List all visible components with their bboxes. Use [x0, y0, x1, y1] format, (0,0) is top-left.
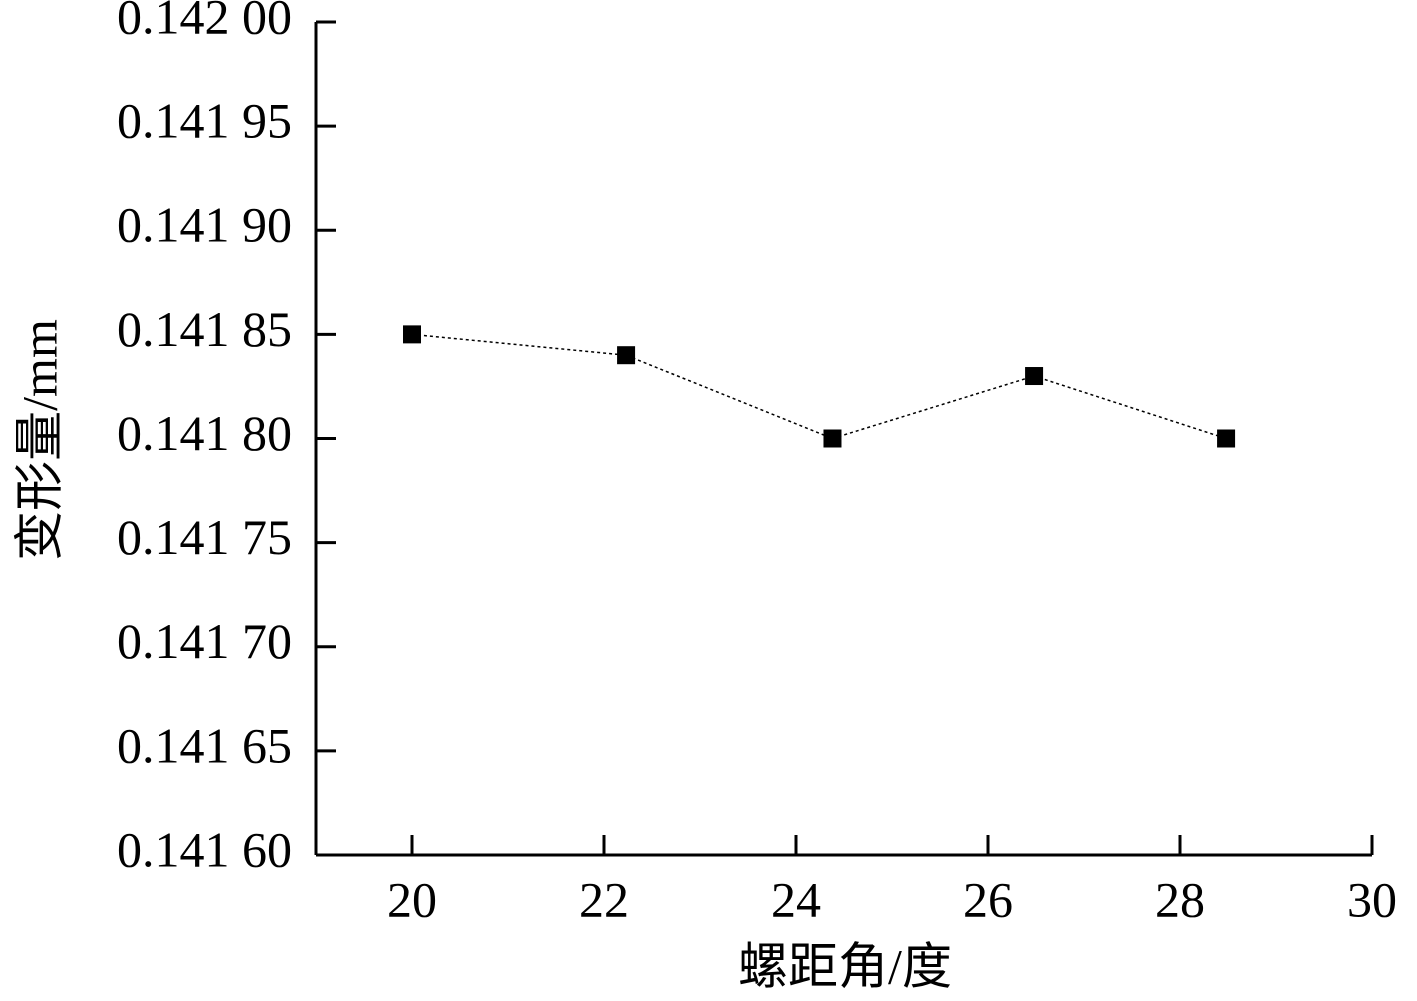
x-tick-label: 28	[1155, 871, 1205, 927]
x-tick-label: 20	[387, 871, 437, 927]
y-tick-label: 0.142 00	[117, 0, 292, 44]
y-tick-label: 0.141 60	[117, 821, 292, 877]
x-tick-label: 22	[579, 871, 629, 927]
data-line	[411, 333, 1227, 440]
data-point	[403, 325, 421, 344]
y-tick-label: 0.141 85	[117, 301, 292, 357]
data-point	[1217, 429, 1236, 448]
data-point	[1025, 367, 1044, 386]
x-axis-label: 螺距角/度	[738, 938, 952, 994]
y-tick-label: 0.141 70	[117, 613, 292, 669]
y-tick-label: 0.141 75	[117, 509, 292, 565]
x-tick-label: 26	[963, 871, 1013, 927]
y-tick-label: 0.141 65	[117, 717, 292, 773]
y-tick-label: 0.141 95	[117, 93, 292, 149]
x-tick-label: 30	[1347, 871, 1397, 927]
y-tick-label: 0.141 80	[117, 405, 292, 461]
y-axis-label: 变形量/mm	[11, 319, 67, 561]
data-point	[617, 346, 636, 365]
y-tick-label: 0.141 90	[117, 197, 292, 253]
x-tick-label: 24	[771, 871, 821, 927]
data-point	[823, 429, 842, 448]
